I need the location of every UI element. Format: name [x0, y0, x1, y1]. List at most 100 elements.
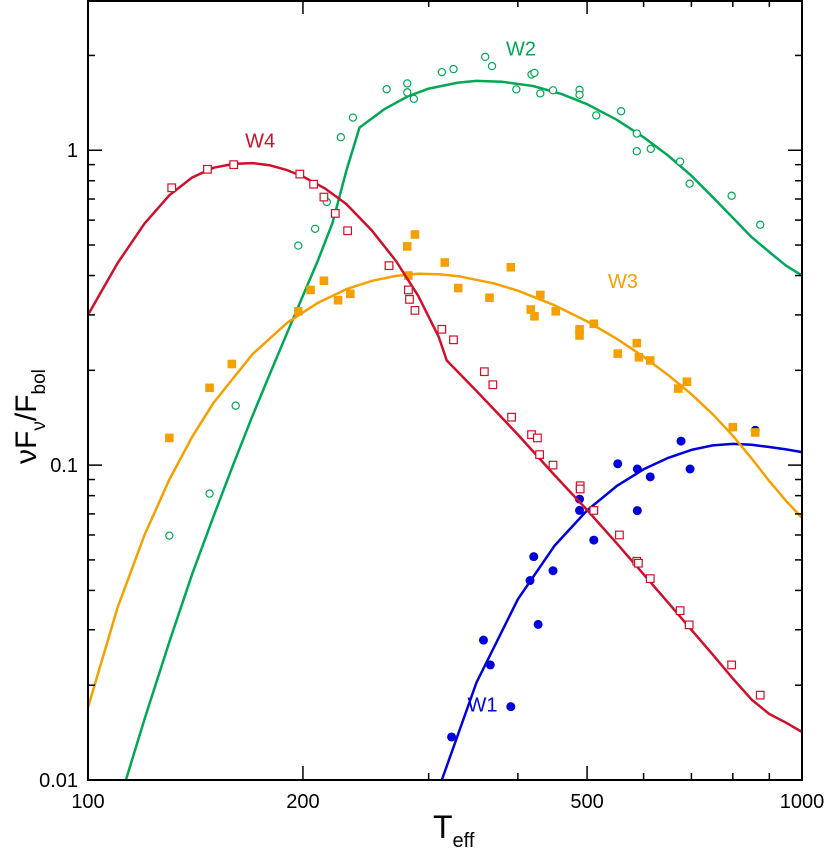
series-w1: [440, 425, 803, 781]
data-point-w3-16: [506, 262, 516, 272]
data-point-w2-14: [449, 64, 458, 74]
data-point-w2-7: [336, 133, 346, 142]
data-point-w4-13: [437, 324, 447, 334]
data-point-w2-9: [382, 85, 391, 94]
data-point-w4-10: [403, 285, 413, 295]
data-point-w4-2: [203, 164, 212, 174]
data-point-w1-17: [685, 464, 695, 474]
data-point-w3-21: [575, 324, 584, 334]
data-point-w2-12: [409, 94, 419, 104]
data-point-w3-4: [293, 306, 303, 316]
data-point-w4-29: [675, 606, 685, 616]
data-point-w4-21: [548, 460, 558, 470]
data-point-w4-32: [755, 690, 765, 700]
data-point-w2-21: [548, 86, 558, 95]
data-point-w1-2: [478, 635, 488, 645]
data-point-w1-4: [506, 702, 516, 712]
fit-curve-w4: [86, 161, 803, 734]
data-point-w3-13: [440, 258, 450, 267]
data-point-w3-7: [333, 295, 343, 305]
x-axis-title: Teff: [433, 809, 475, 852]
data-point-w3-17: [526, 305, 536, 314]
series-w4: [86, 160, 803, 734]
data-point-w2-20: [536, 89, 545, 98]
data-point-w2-24: [592, 111, 601, 120]
data-point-w3-27: [645, 356, 655, 365]
data-point-w1-12: [613, 459, 623, 469]
data-point-w3-24: [613, 349, 623, 358]
data-point-w1-1: [447, 732, 457, 742]
data-point-w4-14: [449, 335, 458, 345]
data-point-w2-23: [575, 90, 584, 99]
data-point-w4-17: [507, 412, 517, 422]
data-point-w1-10: [575, 494, 585, 504]
data-point-w1-5: [525, 576, 535, 586]
data-point-w2-15: [480, 52, 490, 62]
y-tick-label: 1: [67, 140, 78, 162]
data-point-w4-19: [532, 433, 542, 443]
data-point-w4-5: [309, 179, 319, 189]
data-point-w2-4: [294, 241, 303, 250]
data-point-w4-4: [295, 169, 305, 179]
data-point-w1-11: [589, 535, 599, 545]
data-point-w1-3: [485, 660, 495, 670]
data-point-w2-25: [616, 107, 626, 116]
series-w3: [86, 230, 803, 708]
data-point-w1-6: [529, 552, 539, 562]
data-point-w3-12: [410, 230, 420, 239]
x-tick-label: 100: [71, 791, 104, 813]
data-point-w4-8: [343, 226, 353, 236]
data-point-w4-30: [684, 620, 694, 630]
data-point-w4-1: [167, 183, 177, 193]
data-point-w3-15: [485, 293, 494, 303]
data-point-w3-26: [634, 352, 644, 362]
data-point-w1-14: [632, 506, 642, 516]
data-point-w3-5: [306, 285, 315, 295]
data-point-w2-17: [512, 85, 521, 94]
data-point-w3-14: [453, 283, 463, 293]
data-point-w3-11: [404, 271, 413, 280]
data-point-w3-8: [345, 289, 355, 299]
data-point-w3-30: [728, 422, 738, 432]
data-point-w4-12: [410, 305, 420, 315]
fit-curve-w3: [86, 272, 803, 708]
data-point-w3-6: [319, 276, 329, 286]
data-point-w2-32: [756, 220, 765, 229]
series-label-w4: W4: [245, 131, 275, 153]
data-point-w3-10: [402, 242, 412, 251]
data-point-w2-11: [403, 88, 412, 97]
data-point-w3-3: [227, 359, 237, 369]
data-point-w4-3: [229, 160, 239, 170]
data-point-w4-27: [633, 558, 643, 568]
series-w2: [124, 52, 803, 781]
data-point-w4-11: [405, 294, 414, 304]
data-point-w3-1: [165, 433, 174, 443]
data-point-w1-9: [575, 505, 585, 515]
data-point-w2-27: [632, 129, 642, 138]
data-point-w2-19: [530, 68, 539, 78]
series-label-w2: W2: [506, 38, 536, 60]
data-point-w2-13: [437, 67, 447, 77]
data-point-w4-20: [535, 450, 544, 459]
data-point-w2-1: [165, 531, 174, 540]
data-point-w2-28: [646, 144, 655, 154]
data-point-w1-8: [548, 566, 558, 576]
data-point-w1-16: [676, 436, 686, 446]
x-tick-label: 500: [570, 791, 603, 813]
data-point-w2-31: [727, 191, 736, 200]
x-tick-label: 1000: [780, 791, 825, 813]
data-point-w2-26: [632, 146, 642, 156]
axis-layer: 100 200 500 1000 0.01 0.1 1: [39, 0, 824, 813]
series-label-w1: W1: [467, 695, 497, 717]
y-tick-label: 0.1: [50, 455, 78, 477]
data-point-w4-23: [575, 484, 585, 494]
data-point-w3-23: [589, 319, 599, 329]
data-point-w4-16: [488, 380, 498, 390]
data-point-w3-22: [575, 331, 584, 340]
data-point-w1-15: [645, 472, 655, 482]
series-layer: [86, 52, 803, 781]
data-point-w3-29: [682, 377, 692, 387]
y-axis-title: νFν/Fbol: [10, 369, 50, 464]
